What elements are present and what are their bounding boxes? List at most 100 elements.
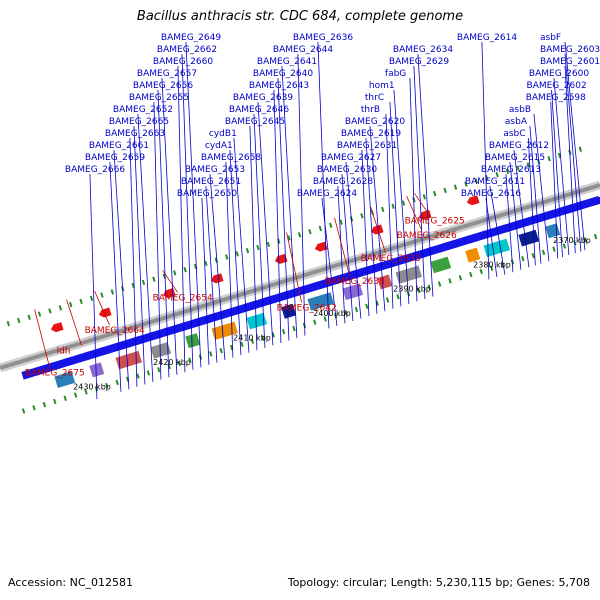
gene-label[interactable]: BAMEG_2643 — [249, 81, 309, 91]
gene-label[interactable]: cydB1 — [209, 129, 237, 139]
gene-label[interactable]: BAMEG_2616 — [461, 189, 521, 199]
gene-label[interactable]: BAMEG_2630 — [317, 165, 377, 175]
gc-tick — [73, 392, 78, 398]
leader-line — [229, 149, 242, 356]
gc-tick — [318, 225, 323, 232]
gc-tick — [578, 146, 583, 152]
gene-label[interactable]: BAMEG_2641 — [257, 57, 317, 67]
gc-tick — [173, 270, 177, 276]
gene-label[interactable]: cydA1 — [205, 141, 233, 151]
gene-label[interactable]: BAMEG_2652 — [113, 105, 173, 115]
gene-label[interactable]: BAMEG_2642 — [277, 304, 337, 314]
gene-label[interactable]: BAMEG_2626 — [397, 231, 457, 241]
map-title: Bacillus anthracis str. CDC 684, complet… — [136, 9, 464, 24]
gc-tick — [53, 398, 57, 405]
leader-line — [389, 101, 402, 307]
gene-label[interactable]: BAMEG_2636 — [293, 33, 353, 43]
gene-label[interactable]: thrC — [365, 93, 384, 103]
gene-label[interactable]: BAMEG_2675 — [25, 368, 85, 378]
gene-label[interactable]: BAMEG_2620 — [345, 117, 405, 127]
gene-label[interactable]: hom1 — [369, 81, 395, 91]
gene-label[interactable]: BAMEG_2645 — [225, 117, 285, 127]
gene-label[interactable]: BAMEG_2627 — [321, 153, 381, 163]
gene-label[interactable]: BAMEG_2634 — [393, 45, 453, 55]
gene-label[interactable]: asbF — [540, 33, 561, 43]
backbone-ring — [0, 180, 600, 373]
leader-line — [413, 65, 426, 300]
gene-label[interactable]: asbC — [503, 129, 525, 139]
gene-label[interactable]: BAMEG_2651 — [181, 177, 241, 187]
gene-label[interactable]: BAMEG_2658 — [201, 153, 261, 163]
gene-label[interactable]: BAMEG_2638 — [325, 277, 385, 287]
leader-line — [94, 290, 110, 326]
gene-label[interactable]: BAMEG_2661 — [89, 141, 149, 151]
gene-label[interactable]: BAMEG_2640 — [253, 69, 313, 79]
gene-label[interactable]: BAMEG_2639 — [233, 93, 293, 103]
gene-label[interactable]: BAMEG_2633 — [361, 254, 421, 264]
gc-tick — [6, 320, 11, 327]
gene-label[interactable]: BAMEG_2646 — [229, 105, 289, 115]
gene-label[interactable]: BAMEG_2613 — [481, 165, 541, 175]
gene-label[interactable]: asbB — [509, 105, 531, 115]
gene-label[interactable]: BAMEG_2649 — [161, 33, 221, 43]
leader-line — [137, 113, 154, 383]
gene-label[interactable]: ldh — [57, 347, 71, 357]
gene-label[interactable]: asbA — [505, 117, 528, 127]
gene-label[interactable]: BAMEG_2612 — [489, 141, 549, 151]
leader-line — [533, 113, 550, 262]
gc-tick — [105, 382, 109, 389]
gene-label[interactable]: BAMEG_2655 — [129, 93, 189, 103]
gene-label[interactable]: BAMEG_2657 — [137, 69, 197, 79]
leader-line — [157, 89, 170, 378]
gene-label[interactable]: BAMEG_2653 — [185, 165, 245, 175]
gene-labels[interactable]: asbF BAMEG_2603 BAMEG_2601 BAMEG_2600 BAMEG_… — [25, 33, 600, 378]
leader-line — [505, 173, 514, 273]
gene-label[interactable]: BAMEG_2629 — [389, 57, 449, 67]
gc-tick — [396, 294, 400, 300]
gene-label[interactable]: BAMEG_2600 — [529, 69, 589, 79]
gene-label[interactable]: BAMEG_2614 — [457, 33, 517, 43]
gc-tick — [235, 251, 239, 257]
gene-label[interactable]: BAMEG_2665 — [109, 117, 169, 127]
gene-label[interactable]: BAMEG_2601 — [540, 57, 600, 67]
gc-tick — [152, 276, 156, 282]
gc-tick — [500, 262, 504, 268]
leader-line — [529, 125, 542, 264]
gene-label[interactable]: BAMEG_2663 — [105, 129, 165, 139]
leader-line — [393, 89, 410, 304]
leader-line — [153, 101, 162, 380]
leader-line — [337, 185, 346, 324]
gene-label[interactable]: BAMEG_2662 — [157, 45, 217, 55]
gene-label[interactable]: BAMEG_2650 — [177, 189, 237, 199]
gc-tick — [329, 222, 333, 228]
gene-label[interactable]: BAMEG_2631 — [337, 141, 397, 151]
gene-label[interactable]: BAMEG_2644 — [273, 45, 333, 55]
gene-label[interactable]: BAMEG_2624 — [297, 189, 357, 199]
gene-label[interactable]: BAMEG_2615 — [485, 153, 545, 163]
gene-label[interactable]: thrB — [361, 105, 380, 115]
gene-label[interactable]: BAMEG_2625 — [405, 216, 465, 226]
reverse-gene-arrow — [210, 273, 224, 284]
gene-label[interactable]: BAMEG_2666 — [65, 165, 125, 175]
gene-label[interactable]: BAMEG_2664 — [85, 326, 145, 336]
gc-tick — [58, 305, 63, 311]
gc-tick — [177, 360, 182, 367]
gene-label[interactable]: fabG — [385, 69, 406, 79]
gene-label[interactable]: BAMEG_2659 — [85, 153, 145, 163]
reverse-gene-arrow — [274, 253, 288, 264]
gene-label[interactable]: BAMEG_2611 — [465, 177, 525, 187]
gene-label[interactable]: BAMEG_2656 — [133, 81, 193, 91]
gc-tick — [256, 244, 260, 251]
gene-label[interactable]: BAMEG_2603 — [540, 45, 600, 55]
gene-label[interactable]: BAMEG_2660 — [153, 57, 213, 67]
gene-label[interactable]: BAMEG_2654 — [153, 293, 213, 303]
gene-label[interactable]: BAMEG_2602 — [527, 81, 587, 91]
gene-label[interactable]: BAMEG_2628 — [313, 177, 373, 187]
leader-line — [177, 65, 186, 373]
gene-label[interactable]: BAMEG_2619 — [341, 129, 401, 139]
gc-tick — [292, 325, 296, 332]
gene-label[interactable]: BAMEG_2598 — [526, 93, 586, 103]
leader-line — [253, 113, 266, 348]
feature-box — [281, 303, 297, 319]
